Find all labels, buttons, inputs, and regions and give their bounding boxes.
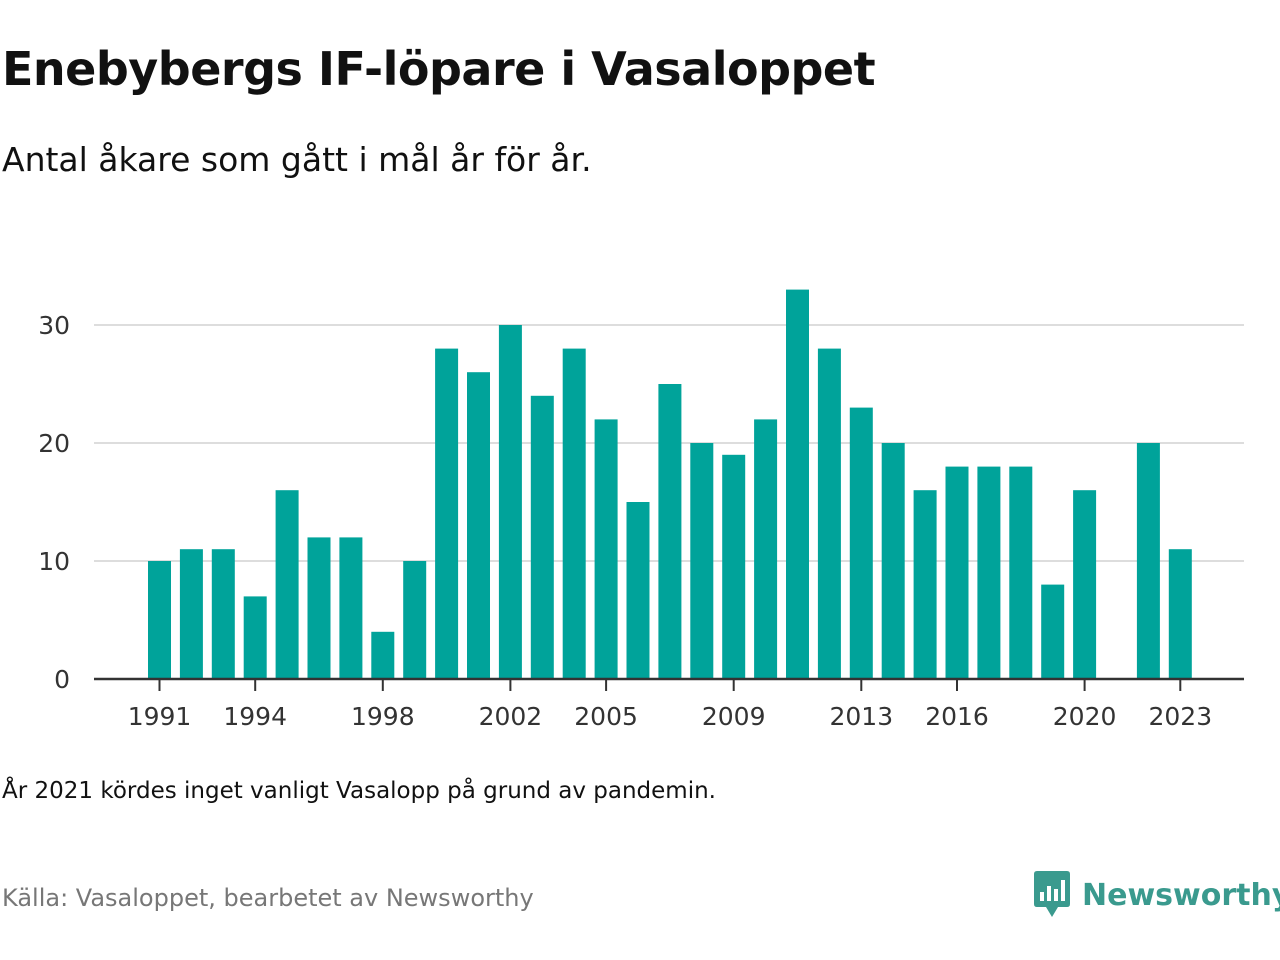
y-axis-labels: 0 10 20 30 <box>38 311 70 694</box>
x-axis-labels: 1991 1994 1998 2002 2005 2009 2013 2016 2020 2023 <box>128 679 1212 731</box>
bar <box>690 443 714 679</box>
logo-text: Newsworthy <box>1082 877 1280 913</box>
bar <box>148 561 171 679</box>
x-tick-label: 2016 <box>925 702 989 731</box>
bar <box>754 419 778 679</box>
bar <box>881 443 905 679</box>
bar <box>371 631 395 679</box>
bar <box>626 502 650 679</box>
bar <box>530 395 554 679</box>
y-tick-label: 0 <box>54 665 70 694</box>
bar <box>562 348 586 679</box>
bar <box>594 419 618 679</box>
source-credit: Källa: Vasaloppet, bearbetet av Newswort… <box>2 884 534 912</box>
bar <box>849 407 873 679</box>
bar-chart: 0 10 20 30 1991 1994 1998 2002 2005 2009 2013 2016… <box>38 289 1244 731</box>
x-tick-label: 2005 <box>574 702 638 731</box>
bar <box>658 384 682 679</box>
x-tick-label: 2002 <box>479 702 543 731</box>
bar <box>913 490 937 679</box>
bar <box>435 348 459 679</box>
chart-subtitle: Antal åkare som gått i mål år för år. <box>2 140 592 179</box>
chart-title: Enebybergs IF-löpare i Vasaloppet <box>2 42 876 96</box>
x-tick-label: 2023 <box>1148 702 1212 731</box>
bar <box>467 372 490 679</box>
bar <box>275 490 299 679</box>
bar <box>243 596 267 679</box>
newsworthy-logo: Newsworthy <box>1032 870 1280 920</box>
x-tick-label: 2009 <box>702 702 766 731</box>
x-tick-label: 2013 <box>829 702 893 731</box>
x-tick-label: 1994 <box>223 702 287 731</box>
bar <box>1073 490 1097 679</box>
bar <box>945 466 969 679</box>
y-tick-label: 20 <box>38 429 70 458</box>
bar <box>179 549 203 679</box>
bar <box>403 561 427 679</box>
newsworthy-logo-icon <box>1034 871 1070 917</box>
bar <box>817 348 841 679</box>
bar <box>722 454 746 679</box>
y-tick-label: 30 <box>38 311 70 340</box>
chart-note: År 2021 kördes inget vanligt Vasalopp på… <box>2 778 716 804</box>
bar <box>977 466 1001 679</box>
bar <box>307 537 331 679</box>
bar <box>498 325 522 679</box>
x-tick-label: 2020 <box>1053 702 1117 731</box>
x-tick-label: 1991 <box>128 702 192 731</box>
bar <box>1136 443 1160 679</box>
bars <box>148 289 1192 679</box>
y-tick-label: 10 <box>38 547 70 576</box>
bar <box>786 289 809 679</box>
x-tick-label: 1998 <box>351 702 415 731</box>
bar <box>1009 466 1033 679</box>
bar <box>1168 549 1192 679</box>
bar <box>339 537 363 679</box>
bar <box>211 549 235 679</box>
bar <box>1041 584 1065 679</box>
